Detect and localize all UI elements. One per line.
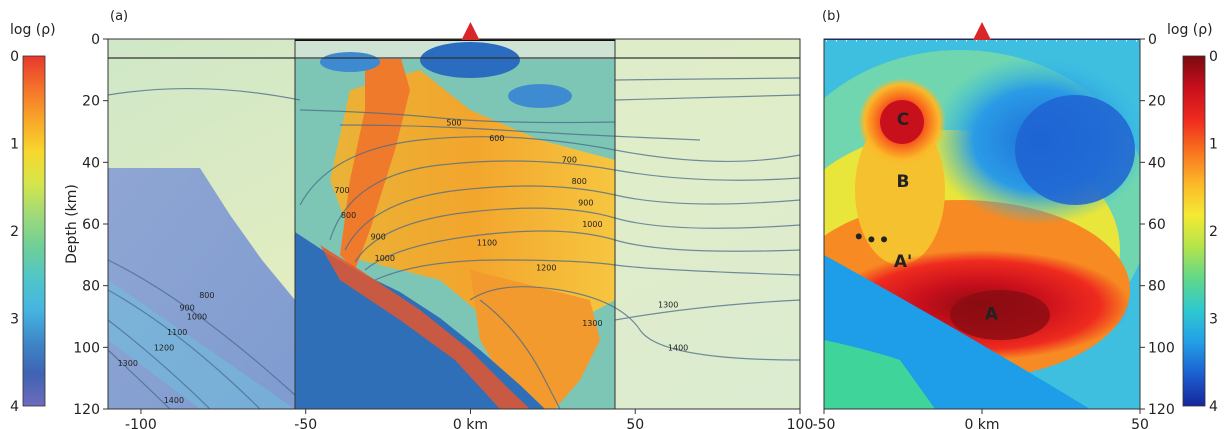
- panel-a-ylabel: Depth (km): [64, 184, 80, 264]
- y-tick-label: 60: [1148, 217, 1166, 233]
- panel-b-blue-low-2: [1015, 95, 1135, 205]
- region-label: C: [897, 110, 909, 130]
- colorbar-b-bar: [1182, 55, 1206, 407]
- isotherm-label: 1000: [375, 254, 395, 263]
- y-tick-label: 60: [82, 217, 100, 233]
- x-tick-label: 0 km: [964, 417, 999, 429]
- isotherm-label: 800: [199, 291, 214, 300]
- station-marker: [868, 236, 875, 243]
- panel-a-shallow-low-3: [508, 84, 572, 108]
- colorbar-tick-label: 4: [1209, 399, 1218, 415]
- panel-a-volcano-marker: [461, 22, 480, 40]
- panel-b: (b) C B A' A 0 20 40 60 80 100 120 -50 0 km 50: [813, 9, 1175, 429]
- isotherm-label: 1100: [477, 239, 497, 248]
- y-tick-label: 40: [82, 155, 100, 171]
- y-tick-label: 120: [73, 402, 100, 418]
- panel-a-slab-left: [108, 168, 295, 409]
- colorbar-tick-label: 0: [1209, 49, 1218, 65]
- colorbar-tick-label: 2: [10, 224, 19, 240]
- isotherm-label: 800: [341, 211, 356, 220]
- panel-a-isotherm-labels: 5006007008009001000110012001300130014007…: [118, 118, 689, 405]
- panel-a: (a): [64, 9, 813, 429]
- colorbar-tick-label: 1: [10, 137, 19, 153]
- y-tick-label: 100: [1148, 340, 1175, 356]
- panel-b-axes: 0 20 40 60 80 100 120 -50 0 km 50: [813, 32, 1175, 429]
- y-tick-label: 100: [73, 340, 100, 356]
- isotherm-label: 1000: [582, 220, 602, 229]
- panel-b-label: (b): [822, 9, 840, 24]
- colorbar-tick-label: 4: [10, 399, 19, 415]
- panel-b-blob-a-core: [950, 290, 1050, 340]
- y-tick-label: 20: [1148, 94, 1166, 110]
- y-tick-label: 20: [82, 94, 100, 110]
- x-tick-label: -50: [813, 417, 836, 429]
- colorbar-a-ticks: 0 1 2 3 4: [10, 49, 19, 415]
- isotherm-label: 800: [572, 177, 587, 186]
- isotherm-label: 900: [179, 303, 194, 312]
- panel-a-conductor: [340, 55, 410, 270]
- isotherm-label: 700: [334, 186, 349, 195]
- panel-a-axes: 0 20 40 60 80 100 120 -100 -50 0 km 50 100: [73, 32, 813, 429]
- panel-b-slab-green: [824, 340, 935, 409]
- panel-b-volcano-marker: [973, 22, 991, 40]
- isotherm-label: 700: [562, 155, 577, 164]
- colorbar-tick-label: 1: [1209, 137, 1218, 153]
- panel-b-region-labels: C B A' A: [894, 110, 999, 324]
- isotherm-label: 1200: [536, 263, 556, 272]
- isotherm-label: 1300: [658, 300, 678, 309]
- isotherm-label: 900: [578, 199, 593, 208]
- panel-a-label: (a): [110, 9, 128, 24]
- panel-a-slab-left-edge: [108, 280, 295, 409]
- panel-b-blob-c-core: [880, 100, 924, 144]
- y-tick-label: 80: [82, 279, 100, 295]
- region-label: A': [894, 252, 912, 272]
- panel-a-shallow-low-2: [320, 52, 380, 72]
- isotherm-label: 600: [489, 134, 504, 143]
- colorbar-b-title: log (ρ): [1167, 22, 1213, 38]
- x-tick-label: 50: [1131, 417, 1149, 429]
- isotherm-label: 1200: [154, 343, 174, 352]
- isotherm-label: 900: [371, 232, 386, 241]
- panel-a-slab-edge: [320, 245, 530, 409]
- y-tick-label: 0: [1148, 32, 1157, 48]
- panel-a-plot-area: 5006007008009001000110012001300130014007…: [108, 39, 800, 409]
- colorbar-a: log (ρ) 0 1 2 3 4: [10, 22, 56, 415]
- x-tick-label: 0 km: [453, 417, 488, 429]
- colorbar-tick-label: 2: [1209, 224, 1218, 240]
- panel-b-markers: [855, 233, 888, 243]
- region-label: A: [985, 304, 999, 324]
- isotherm-label: 1400: [164, 396, 184, 405]
- panel-a-isotherms: [108, 77, 800, 409]
- y-tick-label: 40: [1148, 155, 1166, 171]
- region-label: B: [897, 172, 910, 192]
- y-tick-label: 80: [1148, 279, 1166, 295]
- y-tick-label: 0: [91, 32, 100, 48]
- isotherm-label: 1300: [582, 319, 602, 328]
- x-tick-label: -50: [294, 417, 317, 429]
- x-tick-label: -100: [125, 417, 157, 429]
- y-tick-label: 120: [1148, 402, 1175, 418]
- colorbar-b-ticks: 0 1 2 3 4: [1209, 49, 1218, 415]
- colorbar-a-title: log (ρ): [10, 22, 56, 38]
- isotherm-label: 1000: [187, 313, 207, 322]
- isotherm-label: 1300: [118, 359, 138, 368]
- x-tick-label: 100: [787, 417, 814, 429]
- colorbar-a-bar: [22, 55, 46, 407]
- colorbar-b: log (ρ) 0 1 2 3 4: [1167, 22, 1218, 415]
- colorbar-tick-label: 3: [10, 312, 19, 328]
- colorbar-tick-label: 0: [10, 49, 19, 65]
- station-marker: [855, 233, 862, 240]
- isotherm-label: 1100: [167, 328, 187, 337]
- x-tick-label: 50: [626, 417, 644, 429]
- panel-b-plot-area: C B A' A: [824, 39, 1140, 409]
- panel-a-shallow-low: [420, 42, 520, 78]
- isotherm-label: 1400: [668, 343, 688, 352]
- isotherm-label: 500: [446, 118, 461, 127]
- panel-a-mantle-wedge: [330, 70, 615, 330]
- station-marker: [881, 236, 888, 243]
- colorbar-tick-label: 3: [1209, 312, 1218, 328]
